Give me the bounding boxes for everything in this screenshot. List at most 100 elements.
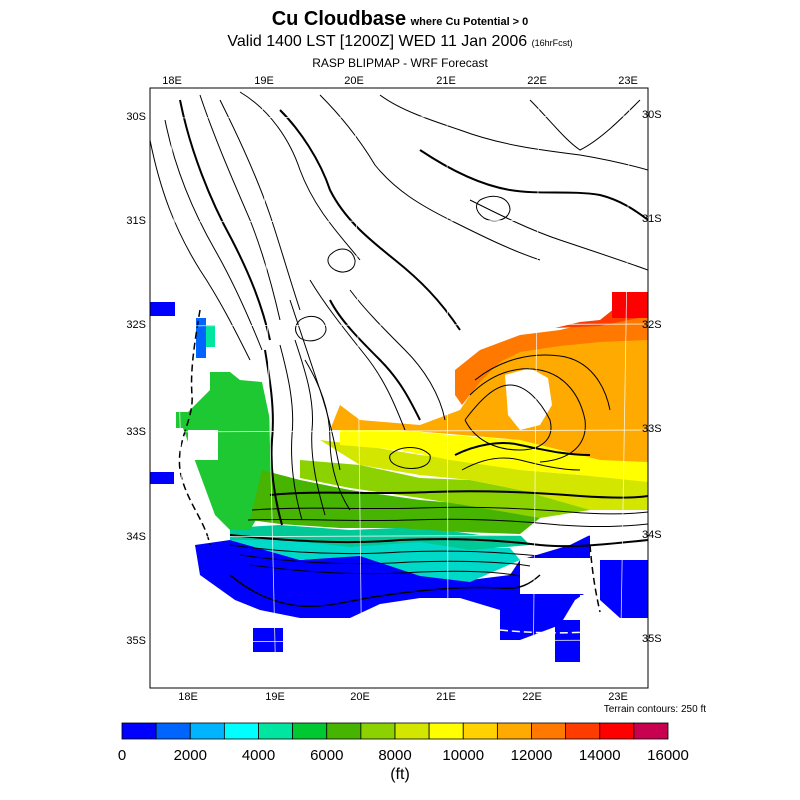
- contour-east-coast: [589, 544, 601, 613]
- contour-coast-band-5: [247, 518, 648, 528]
- contour-ridge-2: [279, 344, 303, 521]
- map-subtitle: RASP BLIPMAP - WRF Forecast: [312, 56, 488, 70]
- title-qualifier: where Cu Potential > 0: [410, 16, 529, 28]
- field-teal-band: [230, 525, 530, 550]
- contour-north-3: [319, 94, 541, 261]
- lon-label-bottom-22e: 22E: [522, 691, 542, 703]
- contour-west-coast: [178, 309, 211, 546]
- contour-loop-1: [389, 447, 431, 469]
- lat-label-right-31s: 31S: [642, 213, 662, 225]
- lat-label-left-34s: 34S: [126, 531, 146, 543]
- valid-time: Valid 1400 LST [1200Z] WED 11 Jan 2006: [227, 33, 528, 50]
- contour-west-3: [179, 99, 271, 341]
- lat-label-right-32s: 32S: [642, 319, 662, 331]
- lat-label-right-33s: 33S: [642, 423, 662, 435]
- contour-north-1: [239, 91, 361, 261]
- field-red-corner: [612, 292, 648, 318]
- lat-label-right-34s: 34S: [642, 529, 662, 541]
- contour-north-2: [279, 109, 461, 331]
- field-green-west: [180, 372, 272, 530]
- graticule-parallel-32s: [150, 323, 648, 327]
- contour-north-6: [469, 199, 648, 271]
- terrain-note: Terrain contours: 250 ft: [603, 704, 706, 715]
- lon-label-bottom-18e: 18E: [178, 691, 198, 703]
- graticule-meridian-19e: [261, 88, 277, 688]
- contour-north-4: [379, 94, 648, 171]
- graticule-parallel-34s: [150, 534, 648, 538]
- lat-label-right-30s: 30S: [642, 109, 662, 121]
- contour-west-5: [219, 99, 301, 311]
- lon-label-bottom-19e: 19E: [265, 691, 285, 703]
- contour-central-2: [309, 279, 406, 431]
- lon-label-top-23e: 23E: [618, 75, 638, 87]
- field-gap-3: [188, 430, 218, 460]
- graticule-meridian-18e: [169, 88, 189, 688]
- graticule-parallel-30s: [150, 115, 648, 119]
- lat-label-left-35s: 35S: [126, 635, 146, 647]
- contour-coast-band-1: [229, 534, 648, 548]
- graticule-meridian-23e: [619, 88, 631, 688]
- field-darkorange-block: [455, 312, 648, 405]
- graticule: [150, 88, 648, 688]
- forecast-hours: (16hrFcst): [531, 38, 573, 48]
- contour-coast-band-2: [229, 544, 541, 557]
- contour-east-5: [474, 354, 611, 411]
- field-yellowgreen-band: [320, 440, 648, 510]
- field-blue-east: [600, 560, 648, 618]
- title-main: Cu Cloudbase: [271, 8, 407, 30]
- contour-east-3: [464, 384, 552, 451]
- map-content: [150, 88, 648, 688]
- lon-label-bottom-20e: 20E: [350, 691, 370, 703]
- contour-west-4: [199, 94, 281, 321]
- contour-west-1: [150, 139, 251, 361]
- contour-loop-2: [327, 248, 356, 273]
- contour-south-coast: [229, 574, 541, 608]
- terrain-contours: [150, 91, 648, 634]
- contour-coast-band-3: [239, 554, 531, 567]
- field-green-speck: [176, 412, 196, 428]
- lon-label-top-21e: 21E: [436, 75, 456, 87]
- lon-label-top-18e: 18E: [162, 75, 182, 87]
- cloudbase-field: [150, 292, 648, 662]
- contour-north-5: [419, 149, 648, 221]
- contour-east-1: [461, 457, 581, 471]
- map-title: Cu Cloudbase where Cu Potential > 0: [0, 8, 800, 31]
- contour-loop-3: [476, 195, 511, 222]
- graticule-meridian-20e: [354, 88, 363, 688]
- field-blue-speck-5: [196, 318, 206, 358]
- field-blue-speck-2: [150, 472, 174, 484]
- lon-label-top-20e: 20E: [344, 75, 364, 87]
- field-blue-speck-4: [253, 628, 283, 652]
- contour-coast-band-4: [249, 564, 521, 577]
- lon-label-bottom-23e: 23E: [608, 691, 628, 703]
- contour-coast-band-7: [269, 490, 648, 499]
- field-lightgreen-band: [300, 460, 590, 518]
- contour-loop-4: [295, 315, 327, 342]
- contour-north-7: [529, 99, 641, 151]
- lat-label-right-35s: 35S: [642, 633, 662, 645]
- contour-coast-band-6: [251, 506, 648, 515]
- lat-label-left-32s: 32S: [126, 319, 146, 331]
- lon-label-top-19e: 19E: [254, 75, 274, 87]
- contour-ridge-1: [264, 349, 283, 526]
- contour-central-3: [349, 289, 446, 421]
- graticule-parallel-35s: [150, 639, 648, 643]
- field-white-hole: [505, 368, 552, 430]
- field-yellow-band: [340, 430, 648, 482]
- contour-ridge-3: [294, 339, 326, 516]
- lat-label-left-33s: 33S: [126, 426, 146, 438]
- contour-east-4: [469, 368, 586, 463]
- lon-label-top-22e: 22E: [527, 75, 547, 87]
- field-gap-2: [580, 595, 600, 615]
- contour-central-1: [329, 299, 421, 421]
- graticule-parallel-33s: [150, 429, 648, 433]
- graticule-meridian-22e: [532, 88, 540, 688]
- valid-time-line: Valid 1400 LST [1200Z] WED 11 Jan 2006 (…: [0, 33, 800, 51]
- field-gap-1: [520, 558, 590, 594]
- axis-labels: 18E 19E 20E 21E 22E 23E 18E 19E 20E 21E 22E 23E 30S 3…: [126, 75, 661, 703]
- lat-label-left-31s: 31S: [126, 215, 146, 227]
- field-green-band: [250, 470, 540, 534]
- colorbar-unit: (ft): [390, 766, 410, 783]
- graticule-parallel-31s: [150, 219, 648, 223]
